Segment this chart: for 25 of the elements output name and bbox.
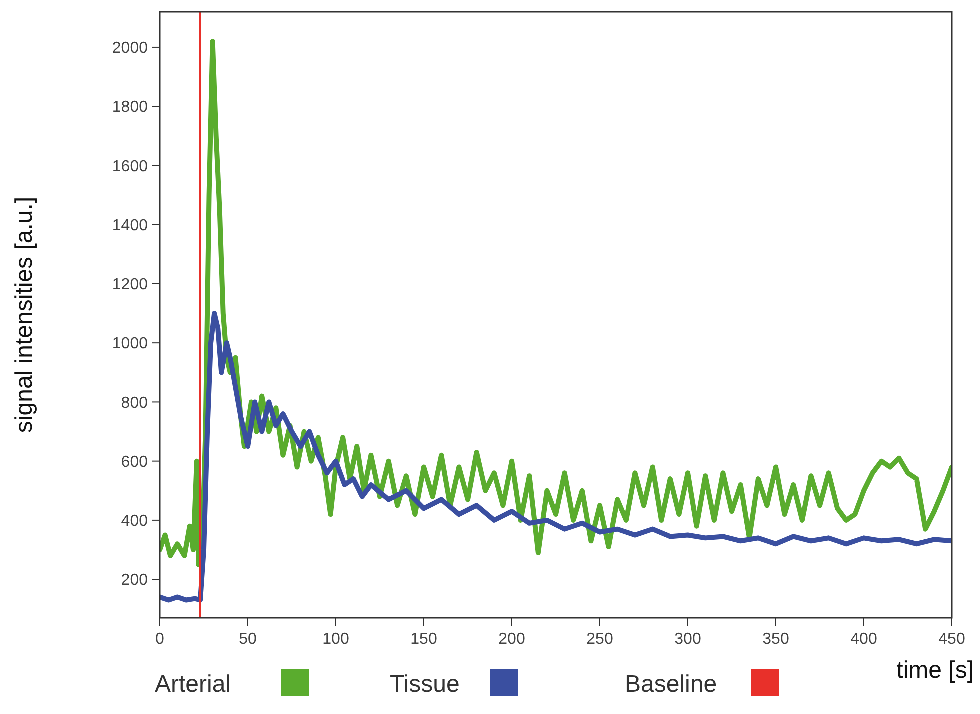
legend-label: Baseline (625, 671, 718, 698)
x-tick-label: 300 (674, 631, 702, 648)
y-tick-label: 200 (121, 572, 148, 590)
x-tick-label: 350 (762, 631, 790, 648)
y-tick-label: 2000 (112, 40, 148, 58)
x-tick-label: 0 (156, 631, 165, 648)
x-tick-label: 200 (498, 631, 526, 648)
y-tick-label: 1200 (112, 276, 148, 294)
x-tick-label: 100 (322, 631, 350, 648)
y-tick-label: 600 (121, 454, 148, 471)
y-tick-label: 1000 (112, 336, 148, 353)
y-tick-label: 1400 (112, 217, 148, 234)
y-tick-label: 1600 (112, 158, 148, 176)
y-tick-label: 800 (121, 394, 148, 412)
legend-label: Arterial (155, 671, 232, 698)
x-axis-title: time [s] (896, 657, 974, 684)
x-tick-label: 450 (938, 631, 966, 648)
x-tick-label: 150 (410, 631, 438, 648)
x-tick-label: 400 (850, 631, 878, 648)
y-tick-label: 1800 (112, 99, 148, 116)
y-axis-title: signal intensities [a.u.] (11, 196, 38, 434)
x-tick-label: 50 (239, 631, 257, 648)
x-tick-label: 250 (586, 631, 614, 648)
legend-label: Tissue (390, 671, 460, 698)
y-tick-label: 400 (121, 513, 148, 530)
